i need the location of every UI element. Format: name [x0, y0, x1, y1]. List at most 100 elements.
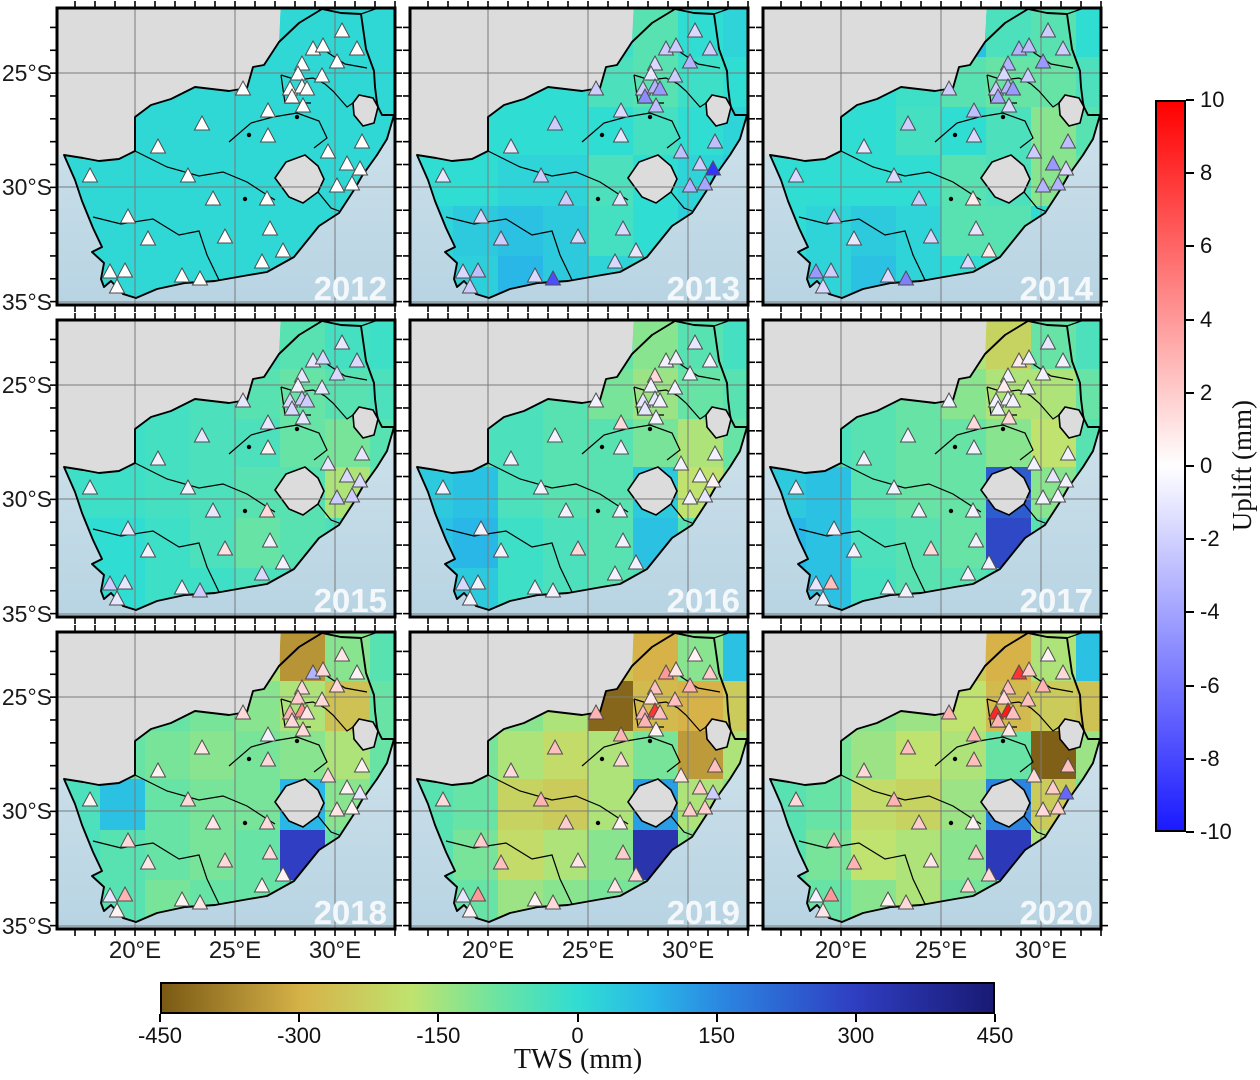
station-triangle — [910, 813, 928, 830]
y-tick-label: 35°S — [1, 289, 52, 315]
station-triangle — [351, 159, 369, 176]
station-triangle — [333, 21, 351, 38]
province-border — [581, 112, 681, 149]
station-triangle — [343, 486, 361, 503]
station-triangle — [922, 539, 940, 556]
station-triangle — [1004, 391, 1022, 408]
dam-marker — [294, 426, 300, 432]
station-triangle — [1044, 154, 1062, 171]
station-triangle — [173, 266, 191, 283]
station-triangle — [701, 351, 719, 368]
station-triangle — [1054, 351, 1072, 368]
station-triangle — [587, 391, 605, 408]
frame-ticks — [756, 1, 1108, 312]
station-triangle — [627, 553, 645, 570]
station-triangle — [338, 154, 356, 171]
province-border — [445, 840, 573, 905]
tws-colorbar-title: TWS (mm) — [513, 1044, 643, 1075]
tws-tick — [437, 1014, 440, 1022]
uplift-tick-label: 10 — [1200, 87, 1225, 112]
station-triangle — [980, 553, 998, 570]
station-triangle — [351, 471, 369, 488]
station-triangle — [822, 261, 840, 278]
station-triangle — [283, 711, 301, 728]
province-border — [670, 191, 693, 212]
station-triangle — [845, 541, 863, 558]
dam-marker — [246, 132, 252, 138]
station-triangle — [319, 454, 337, 471]
station-triangle — [1004, 703, 1022, 720]
station-triangle — [855, 137, 873, 154]
station-triangle — [193, 426, 211, 443]
station-triangle — [667, 348, 685, 365]
province-border — [1023, 503, 1046, 524]
lesotho-enclave — [274, 154, 325, 204]
station-triangle — [899, 738, 917, 755]
frame-ticks — [756, 313, 1108, 624]
station-triangle — [647, 408, 665, 425]
station-triangle — [313, 66, 331, 83]
year-label: 2018 — [314, 894, 387, 931]
station-triangle — [328, 52, 346, 69]
frame-ticks — [50, 625, 402, 936]
station-triangle — [696, 174, 714, 191]
station-triangle — [666, 378, 684, 395]
dam-marker — [242, 196, 248, 202]
station-triangle — [807, 262, 825, 279]
ocean-region — [410, 115, 748, 305]
frame-ticks — [756, 625, 1108, 936]
station-triangle — [681, 488, 699, 505]
lesotho-enclave — [627, 778, 678, 828]
station-triangle — [314, 36, 332, 53]
station-triangle — [899, 114, 917, 131]
station-triangle — [691, 778, 709, 795]
province-border — [320, 47, 368, 69]
station-triangle — [651, 79, 669, 96]
ocean-region — [410, 427, 748, 617]
station-markers — [81, 645, 371, 918]
station-triangle — [606, 564, 624, 581]
station-triangle — [989, 399, 1007, 416]
station-triangle — [825, 207, 843, 224]
station-triangle — [546, 426, 564, 443]
province-border — [713, 320, 733, 327]
station-triangle — [461, 277, 479, 294]
station-triangle — [569, 539, 587, 556]
station-triangle — [651, 703, 669, 720]
station-triangle — [587, 703, 605, 720]
station-triangle — [472, 519, 490, 536]
station-triangle — [261, 531, 279, 548]
station-triangle — [343, 798, 361, 815]
station-triangle — [119, 831, 137, 848]
station-triangle — [612, 126, 630, 143]
year-label: 2017 — [1020, 582, 1093, 619]
station-markers — [81, 333, 371, 606]
station-triangle — [116, 885, 134, 902]
station-triangle — [706, 444, 724, 461]
station-markers — [434, 333, 724, 606]
station-triangle — [353, 756, 371, 773]
station-triangle — [81, 166, 99, 183]
station-triangle — [258, 813, 276, 830]
station-triangle — [319, 766, 337, 783]
station-triangle — [1034, 52, 1052, 69]
province-border — [798, 528, 926, 593]
station-triangle — [691, 154, 709, 171]
station-triangle — [544, 581, 562, 598]
station-triangle — [502, 761, 520, 778]
frame-ticks — [403, 313, 755, 624]
x-tick-label: 30°E — [661, 937, 715, 964]
station-triangle — [1044, 466, 1062, 483]
station-triangle — [1054, 663, 1072, 680]
eswatini-enclave — [1058, 406, 1085, 439]
map-panel-2012: 2012 — [50, 1, 402, 312]
station-triangle — [647, 720, 665, 737]
station-triangle — [81, 478, 99, 495]
station-triangle — [995, 688, 1013, 705]
station-triangle — [686, 21, 704, 38]
station-triangle — [980, 865, 998, 882]
station-triangle — [289, 688, 307, 705]
station-triangle — [259, 413, 277, 430]
year-label: 2020 — [1020, 894, 1093, 931]
lesotho-enclave — [274, 778, 325, 828]
